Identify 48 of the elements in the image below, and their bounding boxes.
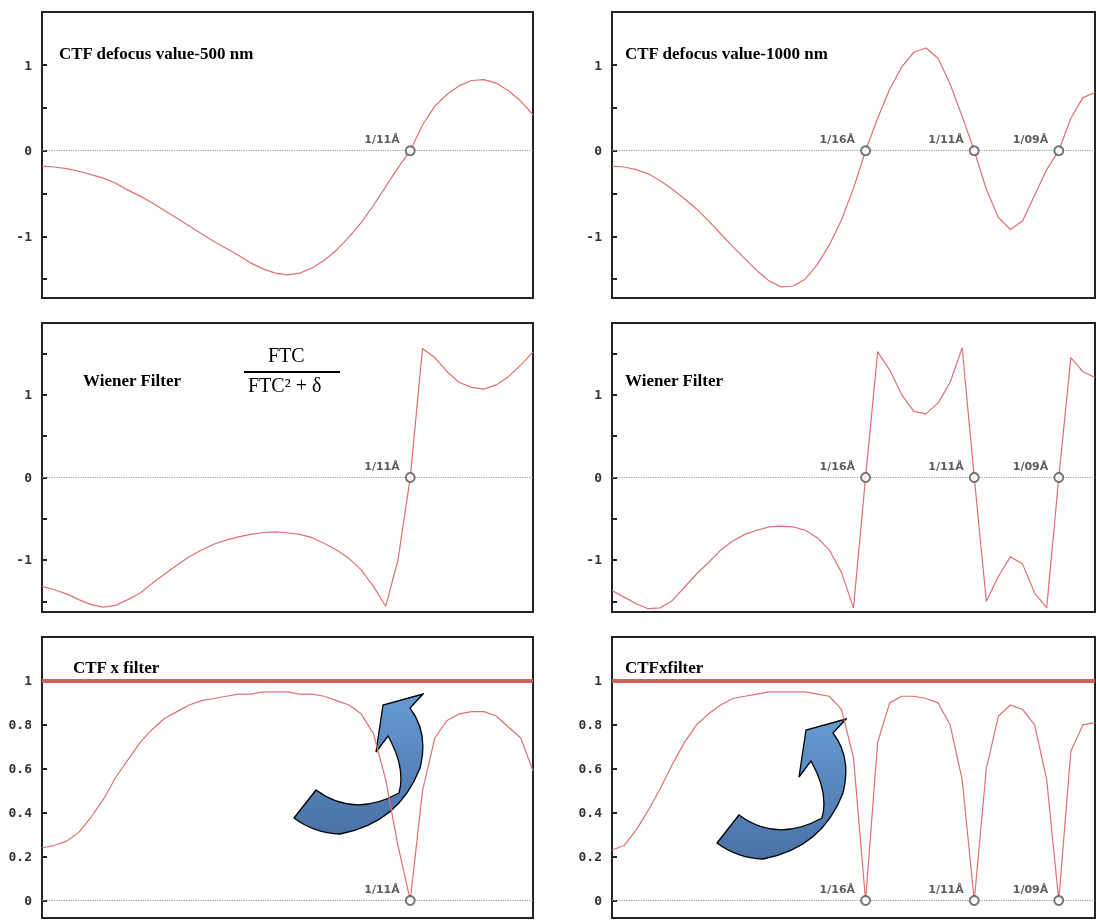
y-tick-label: 0 — [24, 469, 33, 485]
data-label: 1/16Å — [819, 459, 856, 473]
annotation: FTC — [268, 344, 305, 366]
line-series — [611, 47, 1096, 288]
y-tick-label: -1 — [586, 228, 603, 244]
data-label: 1/09Å — [1012, 459, 1049, 473]
data-label: 1/11Å — [364, 459, 401, 473]
y-tick-label: 0.8 — [8, 717, 33, 733]
y-tick-label: -1 — [16, 228, 33, 244]
text: CTF defocus value-500 nm — [59, 44, 254, 63]
data-label: 1/16Å — [819, 882, 856, 896]
y-tick-label: 0.6 — [578, 761, 603, 777]
y-tick-label: 0.2 — [578, 849, 602, 865]
y-tick-label: 0.2 — [8, 849, 32, 865]
y-tick-label: 0.4 — [578, 805, 603, 821]
annotation: FTC² + δ — [248, 374, 322, 396]
y-tick-label: 0.4 — [8, 805, 33, 821]
y-tick-label: -1 — [16, 552, 33, 568]
y-tick-label: 1 — [594, 673, 603, 689]
text: CTFxfilter — [625, 658, 704, 677]
data-label: 1/09Å — [1012, 133, 1049, 147]
y-tick-label: 0 — [594, 892, 603, 908]
y-tick-label: 1 — [594, 57, 603, 73]
y-tick-label: 1 — [24, 673, 33, 689]
y-tick-label: 0 — [24, 892, 33, 908]
data-label: 1/11Å — [928, 882, 965, 896]
y-tick-label: 1 — [24, 387, 33, 403]
text: Wiener Filter — [83, 371, 182, 390]
y-tick-label: 0 — [594, 469, 603, 485]
y-tick-label: 0.6 — [8, 761, 33, 777]
line-series — [611, 347, 1096, 610]
line-series — [41, 79, 534, 276]
text: Wiener Filter — [625, 371, 724, 390]
y-tick-label: 1 — [594, 387, 603, 403]
y-tick-label: 0 — [24, 143, 33, 159]
y-tick-label: 0.8 — [578, 717, 603, 733]
data-label: 1/11Å — [928, 133, 965, 147]
data-label: 1/11Å — [364, 882, 401, 896]
y-tick-label: 1 — [24, 57, 33, 73]
y-tick-label: 0 — [594, 143, 603, 159]
y-tick-label: -1 — [586, 552, 603, 568]
text: CTF x filter — [73, 658, 160, 677]
data-label: 1/11Å — [928, 459, 965, 473]
line-series — [41, 348, 534, 608]
data-label: 1/11Å — [364, 133, 401, 147]
data-label: 1/09Å — [1012, 882, 1049, 896]
data-label: 1/16Å — [819, 133, 856, 147]
text: CTF defocus value-1000 nm — [625, 44, 828, 63]
